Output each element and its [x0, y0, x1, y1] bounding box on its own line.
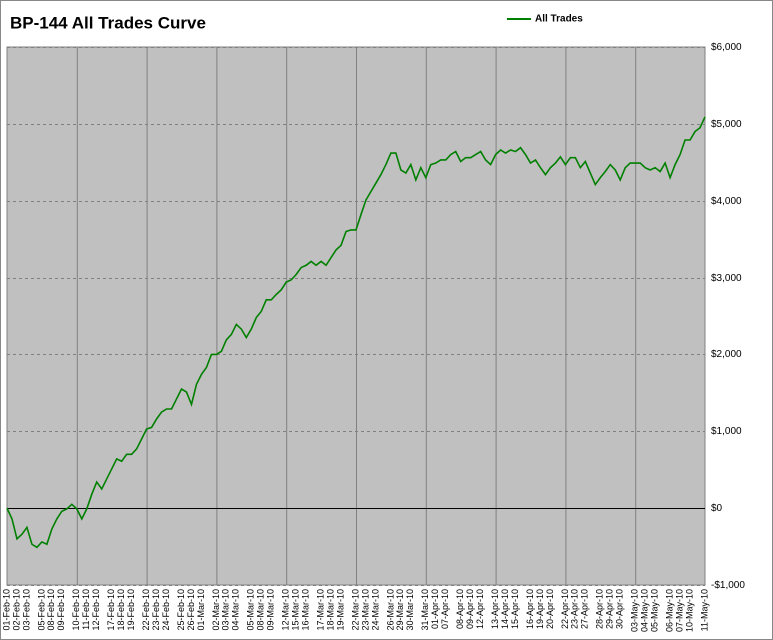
x-tick-label: 18-Feb-10: [116, 589, 126, 631]
x-tick-label: 25-Feb-10: [176, 589, 186, 631]
chart-title: BP-144 All Trades Curve: [10, 13, 206, 32]
x-tick-label: 02-Mar-10: [211, 589, 221, 631]
x-tick-label: 20-Apr-10: [545, 589, 555, 629]
x-tick-label: 08-Mar-10: [256, 589, 266, 631]
x-tick-label: 10-Feb-10: [71, 589, 81, 631]
y-tick-label: -$1,000: [711, 580, 745, 591]
x-tick-label: 14-Apr-10: [500, 589, 510, 629]
x-tick-label: 09-Mar-10: [266, 589, 276, 631]
x-tick-label: 15-Mar-10: [291, 589, 301, 631]
x-tick-label: 18-Mar-10: [325, 589, 335, 631]
x-tick-label: 10-May-10: [684, 589, 694, 632]
x-tick-label: 31-Mar-10: [420, 589, 430, 631]
x-tick-label: 22-Mar-10: [350, 589, 360, 631]
x-tick-label: 30-Mar-10: [405, 589, 415, 631]
x-tick-label: 19-Mar-10: [335, 589, 345, 631]
x-tick-label: 11-Feb-10: [81, 589, 91, 630]
x-tick-label: 12-Mar-10: [281, 589, 291, 631]
x-tick-label: 02-Feb-10: [11, 589, 21, 631]
x-tick-label: 23-Apr-10: [570, 589, 580, 629]
x-tick-label: 08-Feb-10: [46, 589, 56, 631]
x-tick-label: 12-Feb-10: [91, 589, 101, 631]
x-tick-label: 16-Mar-10: [301, 589, 311, 631]
x-tick-label: 12-Apr-10: [475, 589, 485, 629]
legend-label: All Trades: [535, 14, 583, 25]
x-tick-label: 09-Apr-10: [465, 589, 475, 629]
y-tick-label: $4,000: [711, 196, 742, 207]
x-tick-label: 26-Mar-10: [385, 589, 395, 631]
x-tick-label: 01-Apr-10: [430, 589, 440, 629]
x-tick-label: 28-Apr-10: [595, 589, 605, 629]
x-tick-label: 19-Apr-10: [535, 589, 545, 629]
x-tick-label: 05-May-10: [650, 589, 660, 632]
y-tick-label: $5,000: [711, 119, 742, 130]
x-tick-label: 23-Mar-10: [360, 589, 370, 631]
x-tick-label: 26-Feb-10: [186, 589, 196, 631]
series-line: [6, 116, 706, 549]
x-tick-label: 01-Mar-10: [196, 589, 206, 631]
x-tick-label: 03-May-10: [630, 589, 640, 632]
x-tick-label: 24-Feb-10: [161, 589, 171, 631]
x-tick-label: 04-Mar-10: [231, 589, 241, 631]
x-tick-label: 29-Apr-10: [605, 589, 615, 629]
x-tick-label: 09-Feb-10: [56, 589, 66, 631]
x-tick-label: 22-Apr-10: [560, 589, 570, 629]
x-tick-label: 11-May-10: [699, 589, 709, 631]
y-tick-label: $3,000: [711, 273, 742, 284]
x-tick-label: 16-Apr-10: [525, 589, 535, 629]
x-tick-label: 22-Feb-10: [141, 589, 151, 631]
x-tick-label: 01-Feb-10: [1, 589, 11, 631]
x-tick-label: 08-Apr-10: [455, 589, 465, 629]
x-tick-label: 19-Feb-10: [126, 589, 136, 631]
x-tick-label: 07-Apr-10: [440, 589, 450, 629]
x-tick-label: 17-Feb-10: [106, 589, 116, 631]
x-tick-label: 23-Feb-10: [151, 589, 161, 631]
x-tick-label: 05-Mar-10: [246, 589, 256, 631]
x-tick-label: 13-Apr-10: [490, 589, 500, 629]
x-tick-label: 24-Mar-10: [370, 589, 380, 631]
x-tick-label: 15-Apr-10: [510, 589, 520, 629]
x-tick-label: 29-Mar-10: [395, 589, 405, 631]
x-tick-label: 03-Mar-10: [221, 589, 231, 631]
x-tick-label: 04-May-10: [640, 589, 650, 632]
x-tick-label: 27-Apr-10: [580, 589, 590, 629]
y-tick-label: $0: [711, 503, 723, 514]
y-tick-label: $1,000: [711, 426, 742, 437]
x-tick-label: 05-Feb-10: [36, 589, 46, 631]
x-tick-label: 30-Apr-10: [615, 589, 625, 629]
y-tick-label: $2,000: [711, 349, 742, 360]
x-tick-label: 07-May-10: [674, 589, 684, 632]
x-tick-label: 17-Mar-10: [315, 589, 325, 631]
y-tick-label: $6,000: [711, 42, 742, 53]
x-tick-label: 03-Feb-10: [21, 589, 31, 631]
x-tick-label: 06-May-10: [664, 589, 674, 632]
